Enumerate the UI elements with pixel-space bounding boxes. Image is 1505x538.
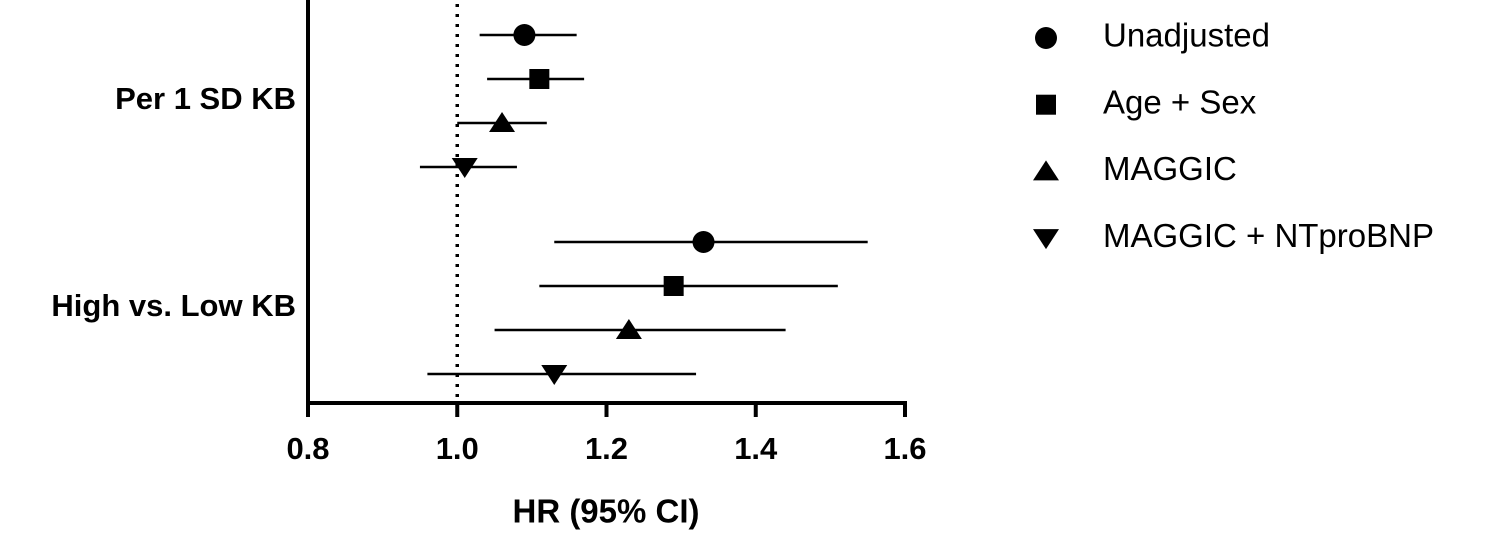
x-axis-label: HR (95% CI) (512, 493, 699, 530)
point (615, 319, 642, 339)
legend-marker (1036, 94, 1056, 115)
point (489, 112, 516, 132)
legend-label: Unadjusted (1103, 17, 1270, 54)
legend-label: MAGGIC + NTproBNP (1103, 217, 1434, 254)
legend-label: MAGGIC (1103, 150, 1237, 187)
point (513, 24, 536, 46)
legend-marker (1035, 27, 1057, 49)
category-label: Per 1 SD KB (115, 81, 296, 116)
point (541, 365, 568, 385)
point (529, 69, 550, 89)
point (692, 231, 715, 253)
legend-label: Age + Sex (1103, 83, 1257, 120)
legend-marker (1033, 160, 1059, 181)
point (663, 276, 684, 296)
x-tick-label: 1.2 (585, 431, 628, 466)
x-tick-label: 0.8 (286, 431, 329, 466)
legend-marker (1033, 229, 1059, 250)
category-label: High vs. Low KB (51, 288, 296, 323)
point (451, 158, 478, 178)
x-tick-label: 1.6 (883, 431, 926, 466)
x-tick-label: 1.4 (734, 431, 778, 466)
x-tick-label: 1.0 (436, 431, 479, 466)
